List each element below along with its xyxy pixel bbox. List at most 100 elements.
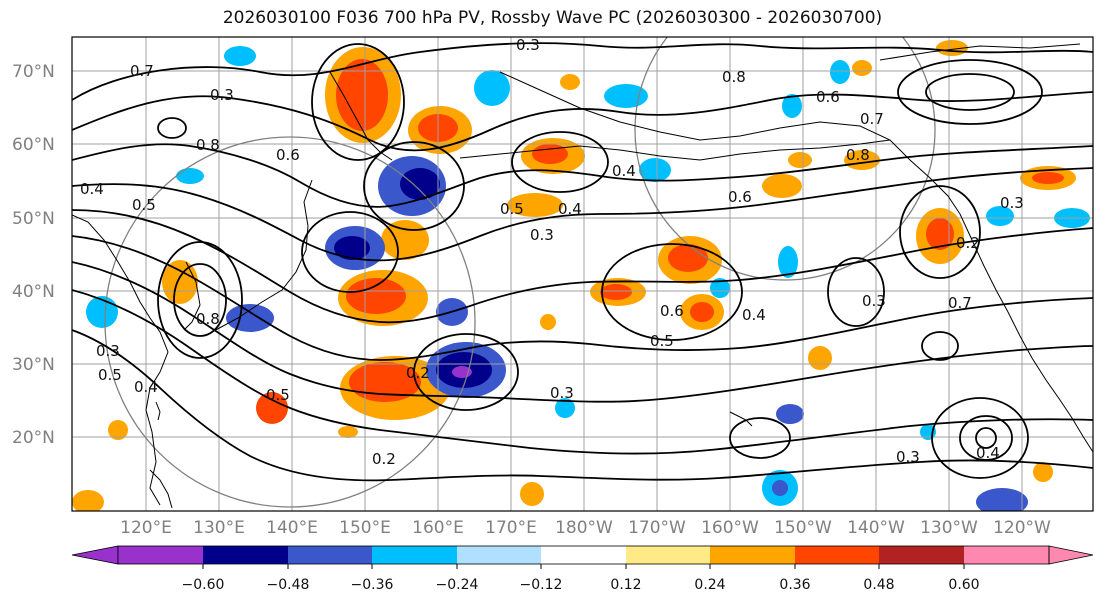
positive-anomaly bbox=[762, 174, 802, 198]
contour-label: 0.8 bbox=[196, 310, 220, 328]
colorbar-segment bbox=[541, 546, 626, 564]
positive-anomaly bbox=[256, 392, 288, 424]
colorbar-tick-label: 0.60 bbox=[948, 577, 979, 593]
positive-anomaly bbox=[926, 218, 954, 250]
negative-anomaly bbox=[639, 158, 671, 182]
contour-ring bbox=[413, 333, 519, 411]
colorbar-tick-label: 0.12 bbox=[610, 577, 641, 593]
coastline-japan bbox=[211, 179, 313, 333]
positive-anomaly bbox=[346, 278, 406, 314]
positive-anomaly bbox=[600, 284, 632, 300]
positive-anomaly bbox=[540, 314, 556, 330]
positive-anomaly bbox=[338, 426, 358, 438]
colorbar-segment bbox=[795, 546, 879, 564]
positive-anomaly bbox=[690, 302, 714, 322]
colorbar-high-extend bbox=[1048, 545, 1094, 565]
negative-anomaly bbox=[986, 206, 1014, 226]
contour-label: 0.4 bbox=[558, 200, 582, 218]
lon-label: 130°W bbox=[920, 518, 978, 538]
positive-anomaly bbox=[844, 150, 880, 170]
contour-ring bbox=[363, 141, 465, 231]
colorbar-ticks bbox=[202, 564, 965, 569]
colorbar-tick-label: −0.48 bbox=[267, 577, 310, 593]
colorbar-tick-label: −0.60 bbox=[182, 577, 225, 593]
contour-label: 0.5 bbox=[650, 332, 674, 350]
contour-label: 0.6 bbox=[728, 188, 752, 206]
negative-anomaly bbox=[176, 168, 204, 184]
contour-label: 0.3 bbox=[96, 342, 120, 360]
lat-label: 70°N bbox=[12, 62, 55, 82]
positive-anomaly bbox=[808, 346, 832, 370]
contour-label: 0.8 bbox=[722, 68, 746, 86]
contour-ring bbox=[925, 73, 1015, 111]
lat-label: 20°N bbox=[12, 428, 55, 448]
contour-ring bbox=[157, 241, 243, 359]
contour-label: 0.2 bbox=[372, 450, 396, 468]
contour-label: 0.4 bbox=[976, 444, 1000, 462]
contour-ring bbox=[931, 397, 1029, 479]
negative-anomaly bbox=[224, 46, 256, 66]
lat-label: 50°N bbox=[12, 209, 55, 229]
lon-label: 150°W bbox=[774, 518, 832, 538]
colorbar-frame bbox=[117, 545, 1050, 565]
negative-anomaly bbox=[976, 488, 1028, 511]
negative-anomaly bbox=[778, 246, 798, 278]
coastline-aleutians bbox=[459, 139, 891, 161]
contour-ring bbox=[157, 117, 187, 139]
coastline-taiwan bbox=[155, 401, 161, 421]
positive-anomaly bbox=[1032, 172, 1064, 184]
negative-anomaly bbox=[782, 94, 802, 118]
colorbar-segment bbox=[118, 546, 203, 564]
colorbar-tick-label: 0.36 bbox=[779, 577, 810, 593]
positive-anomaly bbox=[381, 220, 429, 260]
latitude-axis: 70°N 60°N 50°N 40°N 30°N 20°N bbox=[12, 62, 55, 448]
contour-labels: 0.3 0.7 0.8 0.6 0.3 0.7 0.8 0.6 0.4 0.5 … bbox=[80, 36, 1024, 468]
contour-ring bbox=[899, 185, 981, 279]
contour-label: 0.6 bbox=[816, 88, 840, 106]
contour-label: 0.4 bbox=[80, 180, 104, 198]
negative-anomaly bbox=[555, 398, 575, 418]
lon-label: 170°W bbox=[628, 518, 686, 538]
contour-label: 0.7 bbox=[948, 294, 972, 312]
contour-ring bbox=[301, 211, 399, 293]
map-title: 2026030100 F036 700 hPa PV, Rossby Wave … bbox=[222, 8, 883, 28]
contour-label: 0.3 bbox=[516, 36, 540, 54]
coastline-korea bbox=[183, 261, 201, 331]
lon-label: 170°E bbox=[485, 518, 537, 538]
colorbar-segment bbox=[372, 546, 457, 564]
positive-anomaly bbox=[560, 74, 580, 90]
negative-anomaly bbox=[710, 278, 730, 298]
contour-ring bbox=[511, 131, 609, 193]
positive-anomaly bbox=[336, 59, 388, 131]
coastline-asia bbox=[72, 214, 169, 506]
contour-label: 0.6 bbox=[660, 302, 684, 320]
positive-anomaly bbox=[162, 260, 198, 304]
contour-label: 0.3 bbox=[896, 448, 920, 466]
contour-label: 0.2 bbox=[406, 364, 430, 382]
map-frame bbox=[71, 36, 1094, 512]
positive-anomaly bbox=[668, 244, 708, 272]
lon-label: 120°E bbox=[120, 518, 172, 538]
contour-ring bbox=[897, 59, 1043, 125]
reference-circle bbox=[104, 136, 476, 508]
negative-anomaly bbox=[776, 404, 804, 424]
reference-circle bbox=[634, 37, 936, 281]
lat-label: 60°N bbox=[12, 135, 55, 155]
contour-line bbox=[72, 91, 1093, 152]
contour-ring bbox=[921, 331, 959, 361]
negative-anomaly bbox=[226, 304, 274, 332]
colorbar-tick-label: −0.12 bbox=[520, 577, 563, 593]
contour-ring bbox=[601, 243, 743, 341]
contour-line bbox=[72, 167, 1093, 262]
lon-label: 160°E bbox=[412, 518, 464, 538]
contour-line bbox=[72, 329, 1093, 482]
lon-label: 150°E bbox=[339, 518, 391, 538]
negative-anomaly bbox=[474, 70, 510, 106]
lon-label: 160°W bbox=[701, 518, 759, 538]
colorbar-tick-label: 0.24 bbox=[694, 577, 725, 593]
contour-ring bbox=[311, 43, 405, 161]
contour-label: 0.4 bbox=[134, 378, 158, 396]
lon-label: 120°W bbox=[993, 518, 1051, 538]
colorbar-segment bbox=[457, 546, 541, 564]
